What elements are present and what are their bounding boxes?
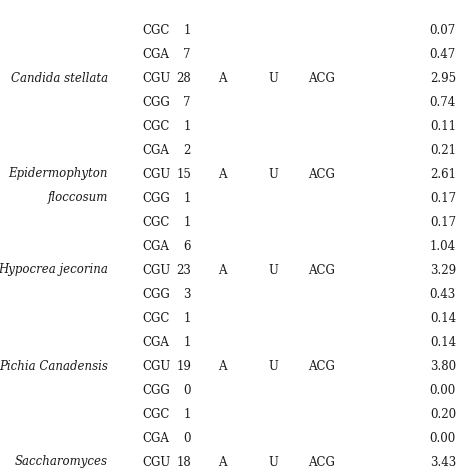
Text: 3.43: 3.43 bbox=[430, 456, 456, 468]
Text: 0.07: 0.07 bbox=[430, 24, 456, 36]
Text: CGG: CGG bbox=[142, 95, 170, 109]
Text: 28: 28 bbox=[176, 72, 191, 84]
Text: ACG: ACG bbox=[308, 359, 335, 373]
Text: U: U bbox=[268, 456, 278, 468]
Text: CGG: CGG bbox=[142, 288, 170, 301]
Text: 0: 0 bbox=[183, 431, 191, 445]
Text: CGA: CGA bbox=[142, 47, 169, 61]
Text: 7: 7 bbox=[183, 95, 191, 109]
Text: 1: 1 bbox=[183, 408, 191, 420]
Text: 0.17: 0.17 bbox=[430, 191, 456, 204]
Text: floccosum: floccosum bbox=[47, 191, 108, 204]
Text: 0.43: 0.43 bbox=[430, 288, 456, 301]
Text: 0: 0 bbox=[183, 383, 191, 396]
Text: Epidermophyton: Epidermophyton bbox=[9, 167, 108, 181]
Text: 0.20: 0.20 bbox=[430, 408, 456, 420]
Text: CGA: CGA bbox=[142, 336, 169, 348]
Text: Candida stellata: Candida stellata bbox=[11, 72, 108, 84]
Text: A: A bbox=[218, 456, 227, 468]
Text: U: U bbox=[268, 167, 278, 181]
Text: CGG: CGG bbox=[142, 191, 170, 204]
Text: 3: 3 bbox=[183, 288, 191, 301]
Text: 23: 23 bbox=[176, 264, 191, 276]
Text: 2.95: 2.95 bbox=[430, 72, 456, 84]
Text: 2: 2 bbox=[183, 144, 191, 156]
Text: CGC: CGC bbox=[142, 119, 169, 133]
Text: CGC: CGC bbox=[142, 216, 169, 228]
Text: 3.29: 3.29 bbox=[430, 264, 456, 276]
Text: CGG: CGG bbox=[142, 383, 170, 396]
Text: CGA: CGA bbox=[142, 239, 169, 253]
Text: 0.21: 0.21 bbox=[430, 144, 456, 156]
Text: A: A bbox=[218, 264, 227, 276]
Text: ACG: ACG bbox=[308, 264, 335, 276]
Text: 6: 6 bbox=[183, 239, 191, 253]
Text: CGU: CGU bbox=[142, 264, 170, 276]
Text: U: U bbox=[268, 264, 278, 276]
Text: A: A bbox=[218, 167, 227, 181]
Text: 0.74: 0.74 bbox=[430, 95, 456, 109]
Text: Hypocrea jecorina: Hypocrea jecorina bbox=[0, 264, 108, 276]
Text: 0.14: 0.14 bbox=[430, 336, 456, 348]
Text: CGU: CGU bbox=[142, 359, 170, 373]
Text: U: U bbox=[268, 72, 278, 84]
Text: CGC: CGC bbox=[142, 311, 169, 325]
Text: Pichia Canadensis: Pichia Canadensis bbox=[0, 359, 108, 373]
Text: 1: 1 bbox=[183, 311, 191, 325]
Text: 1: 1 bbox=[183, 119, 191, 133]
Text: ACG: ACG bbox=[308, 72, 335, 84]
Text: 1: 1 bbox=[183, 191, 191, 204]
Text: 0.17: 0.17 bbox=[430, 216, 456, 228]
Text: 18: 18 bbox=[176, 456, 191, 468]
Text: 1.04: 1.04 bbox=[430, 239, 456, 253]
Text: CGC: CGC bbox=[142, 24, 169, 36]
Text: 3.80: 3.80 bbox=[430, 359, 456, 373]
Text: ACG: ACG bbox=[308, 167, 335, 181]
Text: 0.11: 0.11 bbox=[430, 119, 456, 133]
Text: A: A bbox=[218, 72, 227, 84]
Text: 1: 1 bbox=[183, 216, 191, 228]
Text: 2.61: 2.61 bbox=[430, 167, 456, 181]
Text: 19: 19 bbox=[176, 359, 191, 373]
Text: A: A bbox=[218, 359, 227, 373]
Text: 7: 7 bbox=[183, 47, 191, 61]
Text: 0.47: 0.47 bbox=[430, 47, 456, 61]
Text: CGU: CGU bbox=[142, 167, 170, 181]
Text: 0.14: 0.14 bbox=[430, 311, 456, 325]
Text: CGU: CGU bbox=[142, 456, 170, 468]
Text: ACG: ACG bbox=[308, 456, 335, 468]
Text: CGA: CGA bbox=[142, 144, 169, 156]
Text: 0.00: 0.00 bbox=[430, 431, 456, 445]
Text: CGU: CGU bbox=[142, 72, 170, 84]
Text: 1: 1 bbox=[183, 24, 191, 36]
Text: Saccharomyces: Saccharomyces bbox=[15, 456, 108, 468]
Text: 15: 15 bbox=[176, 167, 191, 181]
Text: CGA: CGA bbox=[142, 431, 169, 445]
Text: 0.00: 0.00 bbox=[430, 383, 456, 396]
Text: U: U bbox=[268, 359, 278, 373]
Text: 1: 1 bbox=[183, 336, 191, 348]
Text: CGC: CGC bbox=[142, 408, 169, 420]
